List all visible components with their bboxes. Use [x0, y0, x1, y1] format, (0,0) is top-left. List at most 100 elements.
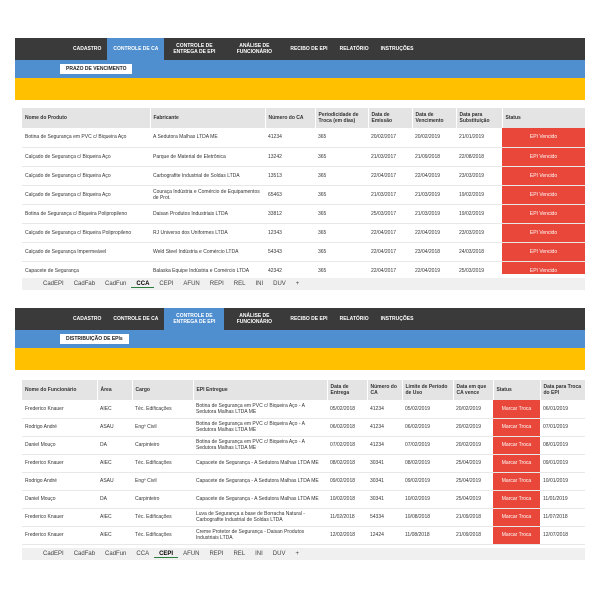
nav-item[interactable]: ANÁLISE DE FUNCIONÁRIO: [236, 43, 272, 55]
row: Frederico Knauer AIEC Téc. Edificações Capa…: [22, 454, 585, 473]
row: Frederico Knauer AIEC Téc. Edificações Boti…: [22, 400, 585, 419]
nav-item[interactable]: RECIBO DE EPI: [290, 316, 328, 322]
row: Calçado de Segurança c/ Biqueira Polipro…: [22, 223, 585, 243]
nav-item[interactable]: CONTROLE DE ENTREGA DE EPI: [173, 43, 216, 55]
cell: 08/02/2018: [327, 454, 367, 473]
banner: [15, 78, 585, 100]
cell: 25/03/2019: [456, 261, 502, 274]
sheet-tab[interactable]: REL: [233, 281, 246, 287]
sheet-tab[interactable]: +: [295, 551, 299, 557]
cell: 07/01/2019: [540, 418, 585, 437]
row: Daniel Mouço DA Carpinteiro Capacete de Seg…: [22, 490, 585, 509]
status-cell[interactable]: Marcar Troca: [493, 400, 540, 419]
cell: 22/04/2019: [412, 261, 456, 274]
sheet-tab[interactable]: AFUN: [183, 551, 200, 557]
sheet-tab[interactable]: CEPI: [154, 551, 179, 558]
sheet-tabs: CadEPI CadFab CadFun CCA CEPI AFUN REPI REL INI D…: [22, 278, 585, 290]
nav-item[interactable]: CADASTRO: [73, 316, 102, 322]
row: Rodrigo André ASAU Engº Civil Capacete de S…: [22, 472, 585, 491]
header-cell: EPI Entregue: [193, 380, 328, 400]
cell: 65463: [265, 185, 315, 205]
sheet-tab[interactable]: INI: [255, 551, 263, 557]
sheet-tab[interactable]: INI: [255, 281, 264, 287]
nav-item[interactable]: ANÁLISE DE FUNCIONÁRIO: [236, 313, 272, 325]
cell: Frederico Knauer: [22, 400, 97, 419]
sheet-tab[interactable]: AFUN: [183, 281, 200, 287]
nav-item[interactable]: CONTROLE DE CA: [113, 316, 159, 322]
sheet-tab[interactable]: +: [295, 281, 300, 287]
cell: Couraça Indústria e Comércio de Equipame…: [150, 185, 265, 205]
data-table: Nome do Funcionário Área Cargo EPI Entregue…: [22, 380, 585, 546]
sheet-tab[interactable]: DUV: [273, 281, 286, 287]
nav-item[interactable]: CONTROLE DE CA: [107, 38, 165, 60]
cell: 20/02/2017: [368, 128, 412, 148]
sheet-tab[interactable]: CadEPI: [43, 281, 64, 287]
sheet-tab[interactable]: REL: [233, 551, 246, 557]
nav-item[interactable]: CONTROLE DE ENTREGA DE EPI: [164, 308, 225, 330]
sheet-tab[interactable]: CadEPI: [43, 551, 64, 557]
status-cell[interactable]: Marcar Troca: [493, 454, 540, 473]
sheet-tab[interactable]: CCA: [136, 551, 150, 557]
cell: 21/03/2017: [368, 147, 412, 167]
header-cell: Data para Substituição: [456, 108, 503, 128]
row: Frederico Knauer AIEC Téc. Edificações Luva…: [22, 508, 585, 527]
sheet-tab[interactable]: CadFun: [105, 551, 127, 557]
cell: 08/01/2019: [540, 436, 585, 455]
nav-item[interactable]: CADASTRO: [73, 46, 102, 52]
status-cell: EPI Vencido: [502, 147, 585, 167]
cell: Rodrigo André: [22, 418, 97, 437]
nav-item[interactable]: RECIBO DE EPI: [290, 46, 328, 52]
row: Calçado de Segurança c/ Biqueira Aço Carb…: [22, 166, 585, 186]
cell: Engº Civil: [132, 418, 193, 437]
cell: 12343: [265, 223, 315, 243]
cell: 10/02/2019: [402, 490, 453, 509]
cell: 19/02/2019: [456, 185, 502, 205]
sheet-tab[interactable]: CEPI: [159, 281, 174, 287]
cell: 06/02/2019: [402, 418, 453, 437]
cell: Weld Steel Indústria e Comércio LTDA: [150, 242, 265, 262]
nav-bar: CADASTRO CONTROLE DE CA CONTROLE DE ENTREG…: [15, 308, 585, 330]
nav-item[interactable]: RELATÓRIO: [339, 316, 369, 322]
sheet-tab[interactable]: CCA: [131, 281, 155, 288]
sub-button[interactable]: DISTRIBUIÇÃO DE EPIs: [60, 334, 129, 344]
nav-item[interactable]: INSTRUÇÕES: [380, 316, 414, 322]
cell: 05/02/2019: [402, 400, 453, 419]
cell: 08/02/2019: [402, 454, 453, 473]
cell: 06/02/2018: [327, 418, 367, 437]
cell: 30341: [367, 490, 402, 509]
cell: 25/04/2019: [453, 472, 493, 491]
sub-button[interactable]: PRAZO DE VENCIMENTO: [60, 64, 133, 74]
cell: Luva de Segurança a base de Borracha Nat…: [193, 508, 327, 527]
sub-bar: DISTRIBUIÇÃO DE EPIs: [15, 330, 585, 348]
sheet-tab[interactable]: REPI: [209, 551, 224, 557]
status-cell[interactable]: Marcar Troca: [493, 526, 540, 545]
cell: Téc. Edificações: [132, 400, 193, 419]
cell: 41234: [367, 418, 402, 437]
cell: 11/02/2018: [327, 508, 367, 527]
cell: Botina de Segurança em PVC c/ Biqueira A…: [193, 418, 327, 437]
sheet-tab[interactable]: DUV: [272, 551, 286, 557]
cell: Calçado de Segurança c/ Biqueira Aço: [22, 166, 150, 186]
sheet-tab[interactable]: CadFab: [73, 281, 96, 287]
sheet-tab[interactable]: CadFun: [105, 281, 127, 287]
nav-item[interactable]: INSTRUÇÕES: [380, 46, 414, 52]
status-cell[interactable]: Marcar Troca: [493, 490, 540, 509]
row: Frederico Knauer AIEC Téc. Edificações Crem…: [22, 526, 585, 545]
cell: 20/02/2019: [453, 400, 493, 419]
sheet-tab[interactable]: CadFab: [73, 551, 96, 557]
status-cell[interactable]: Marcar Troca: [493, 418, 540, 437]
cell: 05/02/2018: [327, 400, 367, 419]
cell: 06/01/2019: [540, 400, 585, 419]
status-cell[interactable]: Marcar Troca: [493, 436, 540, 455]
status-cell[interactable]: Marcar Troca: [493, 508, 540, 527]
cell: Botina de Segurança em PVC c/ Biqueira A…: [193, 436, 327, 455]
cell: 33812: [265, 204, 315, 224]
nav-item[interactable]: RELATÓRIO: [339, 46, 369, 52]
cell: AIEC: [97, 508, 132, 527]
sheet-tab[interactable]: REPI: [209, 281, 224, 287]
cell: 21/01/2019: [456, 128, 502, 148]
header-cell: Número do CA: [367, 380, 403, 400]
row: Capacete de Segurança Balaska Equipe Indú…: [22, 261, 585, 274]
cell: 21/03/2019: [412, 185, 456, 205]
status-cell[interactable]: Marcar Troca: [493, 472, 540, 491]
